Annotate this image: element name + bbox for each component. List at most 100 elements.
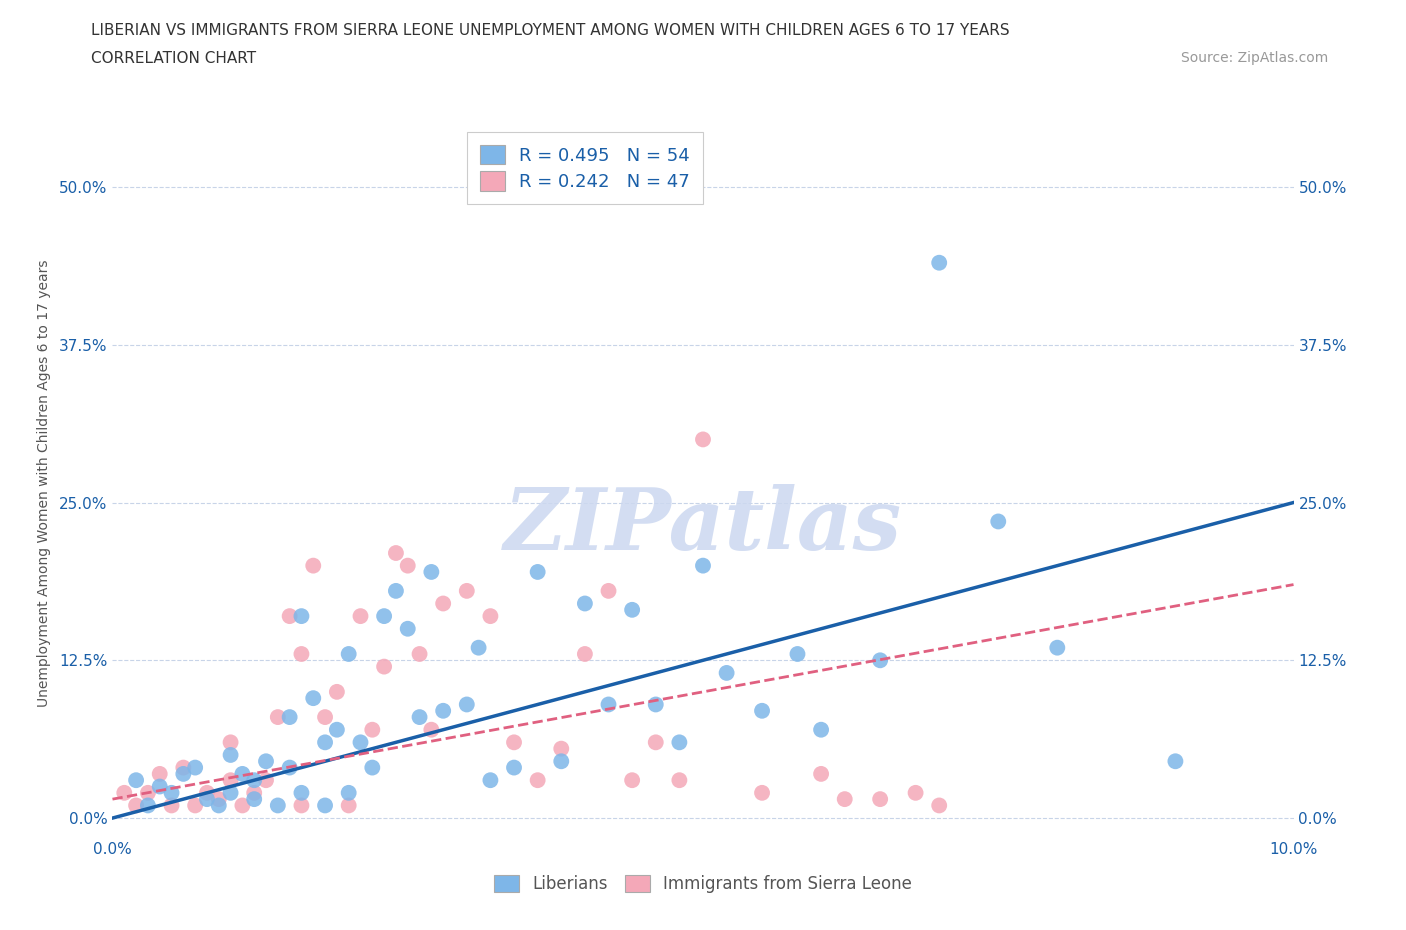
Point <box>751 703 773 718</box>
Point <box>574 646 596 661</box>
Point <box>644 698 666 712</box>
Point <box>479 609 502 624</box>
Point <box>278 710 301 724</box>
Point <box>550 741 572 756</box>
Point <box>136 798 159 813</box>
Point <box>314 710 336 724</box>
Point <box>751 785 773 800</box>
Point <box>385 583 408 598</box>
Text: Source: ZipAtlas.com: Source: ZipAtlas.com <box>1181 51 1329 65</box>
Point <box>195 785 218 800</box>
Point <box>420 565 443 579</box>
Point <box>243 785 266 800</box>
Point <box>396 621 419 636</box>
Point <box>219 785 242 800</box>
Point <box>290 646 312 661</box>
Y-axis label: Unemployment Among Women with Children Ages 6 to 17 years: Unemployment Among Women with Children A… <box>37 259 51 708</box>
Point <box>526 565 548 579</box>
Point <box>337 785 360 800</box>
Point <box>290 785 312 800</box>
Point <box>337 646 360 661</box>
Point <box>987 514 1010 529</box>
Point <box>834 791 856 806</box>
Point <box>290 798 312 813</box>
Point <box>810 723 832 737</box>
Point <box>184 760 207 775</box>
Point <box>420 723 443 737</box>
Point <box>184 798 207 813</box>
Point <box>503 735 526 750</box>
Point <box>574 596 596 611</box>
Point <box>254 773 277 788</box>
Point <box>172 760 194 775</box>
Point <box>349 609 371 624</box>
Point <box>1046 640 1069 655</box>
Point <box>254 754 277 769</box>
Point <box>644 735 666 750</box>
Point <box>231 798 253 813</box>
Point <box>396 558 419 573</box>
Point <box>267 710 290 724</box>
Point <box>456 698 478 712</box>
Point <box>408 710 430 724</box>
Point <box>869 653 891 668</box>
Point <box>479 773 502 788</box>
Point <box>432 596 454 611</box>
Point <box>326 723 349 737</box>
Point <box>526 773 548 788</box>
Point <box>598 698 620 712</box>
Point <box>149 766 172 781</box>
Point <box>125 773 148 788</box>
Point <box>668 773 690 788</box>
Point <box>598 583 620 598</box>
Point <box>278 609 301 624</box>
Point <box>503 760 526 775</box>
Point <box>195 791 218 806</box>
Point <box>219 735 242 750</box>
Text: ZIPatlas: ZIPatlas <box>503 485 903 567</box>
Point <box>208 791 231 806</box>
Point <box>314 735 336 750</box>
Point <box>621 603 644 618</box>
Point <box>550 754 572 769</box>
Point <box>136 785 159 800</box>
Point <box>456 583 478 598</box>
Point <box>278 760 301 775</box>
Point <box>869 791 891 806</box>
Point <box>172 766 194 781</box>
Point <box>786 646 808 661</box>
Point <box>125 798 148 813</box>
Point <box>904 785 927 800</box>
Point <box>208 798 231 813</box>
Point <box>1164 754 1187 769</box>
Point <box>928 798 950 813</box>
Point <box>314 798 336 813</box>
Point <box>692 432 714 447</box>
Point <box>219 773 242 788</box>
Legend: Liberians, Immigrants from Sierra Leone: Liberians, Immigrants from Sierra Leone <box>488 868 918 899</box>
Point <box>290 609 312 624</box>
Point <box>621 773 644 788</box>
Point <box>385 546 408 561</box>
Point <box>302 558 325 573</box>
Point <box>467 640 489 655</box>
Point <box>810 766 832 781</box>
Text: LIBERIAN VS IMMIGRANTS FROM SIERRA LEONE UNEMPLOYMENT AMONG WOMEN WITH CHILDREN : LIBERIAN VS IMMIGRANTS FROM SIERRA LEONE… <box>91 23 1010 38</box>
Point <box>160 798 183 813</box>
Point <box>160 785 183 800</box>
Point <box>112 785 135 800</box>
Point <box>219 748 242 763</box>
Text: CORRELATION CHART: CORRELATION CHART <box>91 51 256 66</box>
Point <box>928 256 950 271</box>
Point <box>243 773 266 788</box>
Point <box>408 646 430 661</box>
Point <box>668 735 690 750</box>
Point <box>692 558 714 573</box>
Point <box>373 609 395 624</box>
Point <box>326 684 349 699</box>
Point <box>149 779 172 794</box>
Point <box>432 703 454 718</box>
Point <box>361 723 384 737</box>
Point <box>243 791 266 806</box>
Point <box>361 760 384 775</box>
